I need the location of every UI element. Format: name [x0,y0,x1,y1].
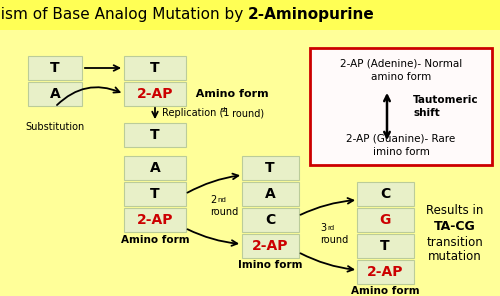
Text: st: st [221,107,228,113]
Text: T: T [150,128,160,142]
Text: Tautomeric
shift: Tautomeric shift [413,95,478,118]
FancyBboxPatch shape [124,156,186,180]
Text: Imino form: Imino form [238,260,302,270]
Text: T: T [380,239,390,253]
FancyBboxPatch shape [124,182,186,206]
Text: round): round) [229,108,264,118]
Text: round: round [320,235,348,245]
Bar [310,48,492,165]
Text: 2: 2 [210,195,216,205]
Text: round: round [210,207,238,217]
Text: Mechanism of Base Analog Mutation by: Mechanism of Base Analog Mutation by [0,7,248,22]
FancyBboxPatch shape [356,182,414,206]
FancyBboxPatch shape [356,208,414,232]
Text: Replication (1: Replication (1 [162,108,230,118]
Text: nd: nd [217,197,226,203]
Text: C: C [265,213,275,227]
Text: Amino form: Amino form [188,89,268,99]
FancyBboxPatch shape [124,123,186,147]
Text: T: T [150,187,160,201]
Text: TA-CG: TA-CG [434,220,476,232]
Text: Amino form: Amino form [350,286,420,296]
FancyBboxPatch shape [356,260,414,284]
FancyBboxPatch shape [124,56,186,80]
FancyBboxPatch shape [242,156,298,180]
Text: transition: transition [426,236,484,249]
Text: A: A [150,161,160,175]
FancyBboxPatch shape [242,234,298,258]
Text: G: G [380,213,390,227]
Text: 2-AP: 2-AP [137,213,173,227]
Text: T: T [50,61,60,75]
Text: 2-Aminopurine: 2-Aminopurine [248,7,375,22]
Text: 2-AP (Guanine)- Rare
imino form: 2-AP (Guanine)- Rare imino form [346,133,456,157]
Text: A: A [50,87,60,101]
FancyBboxPatch shape [242,208,298,232]
Text: 2-AP: 2-AP [137,87,173,101]
FancyBboxPatch shape [242,182,298,206]
Text: 3: 3 [320,223,326,233]
Text: 2-AP: 2-AP [367,265,403,279]
Text: 2-AP: 2-AP [252,239,288,253]
Text: rd: rd [327,225,334,231]
Text: Results in: Results in [426,204,484,216]
FancyBboxPatch shape [124,208,186,232]
Bar [0,0,500,30]
FancyBboxPatch shape [28,82,82,106]
FancyBboxPatch shape [356,234,414,258]
FancyBboxPatch shape [28,56,82,80]
Text: T: T [265,161,275,175]
Text: Substitution: Substitution [26,122,85,132]
Text: mutation: mutation [428,250,482,263]
Text: 2-AP (Adenine)- Normal
amino form: 2-AP (Adenine)- Normal amino form [340,58,462,82]
Text: A: A [264,187,276,201]
Text: C: C [380,187,390,201]
Text: T: T [150,61,160,75]
FancyBboxPatch shape [124,82,186,106]
Text: Amino form: Amino form [120,235,190,245]
